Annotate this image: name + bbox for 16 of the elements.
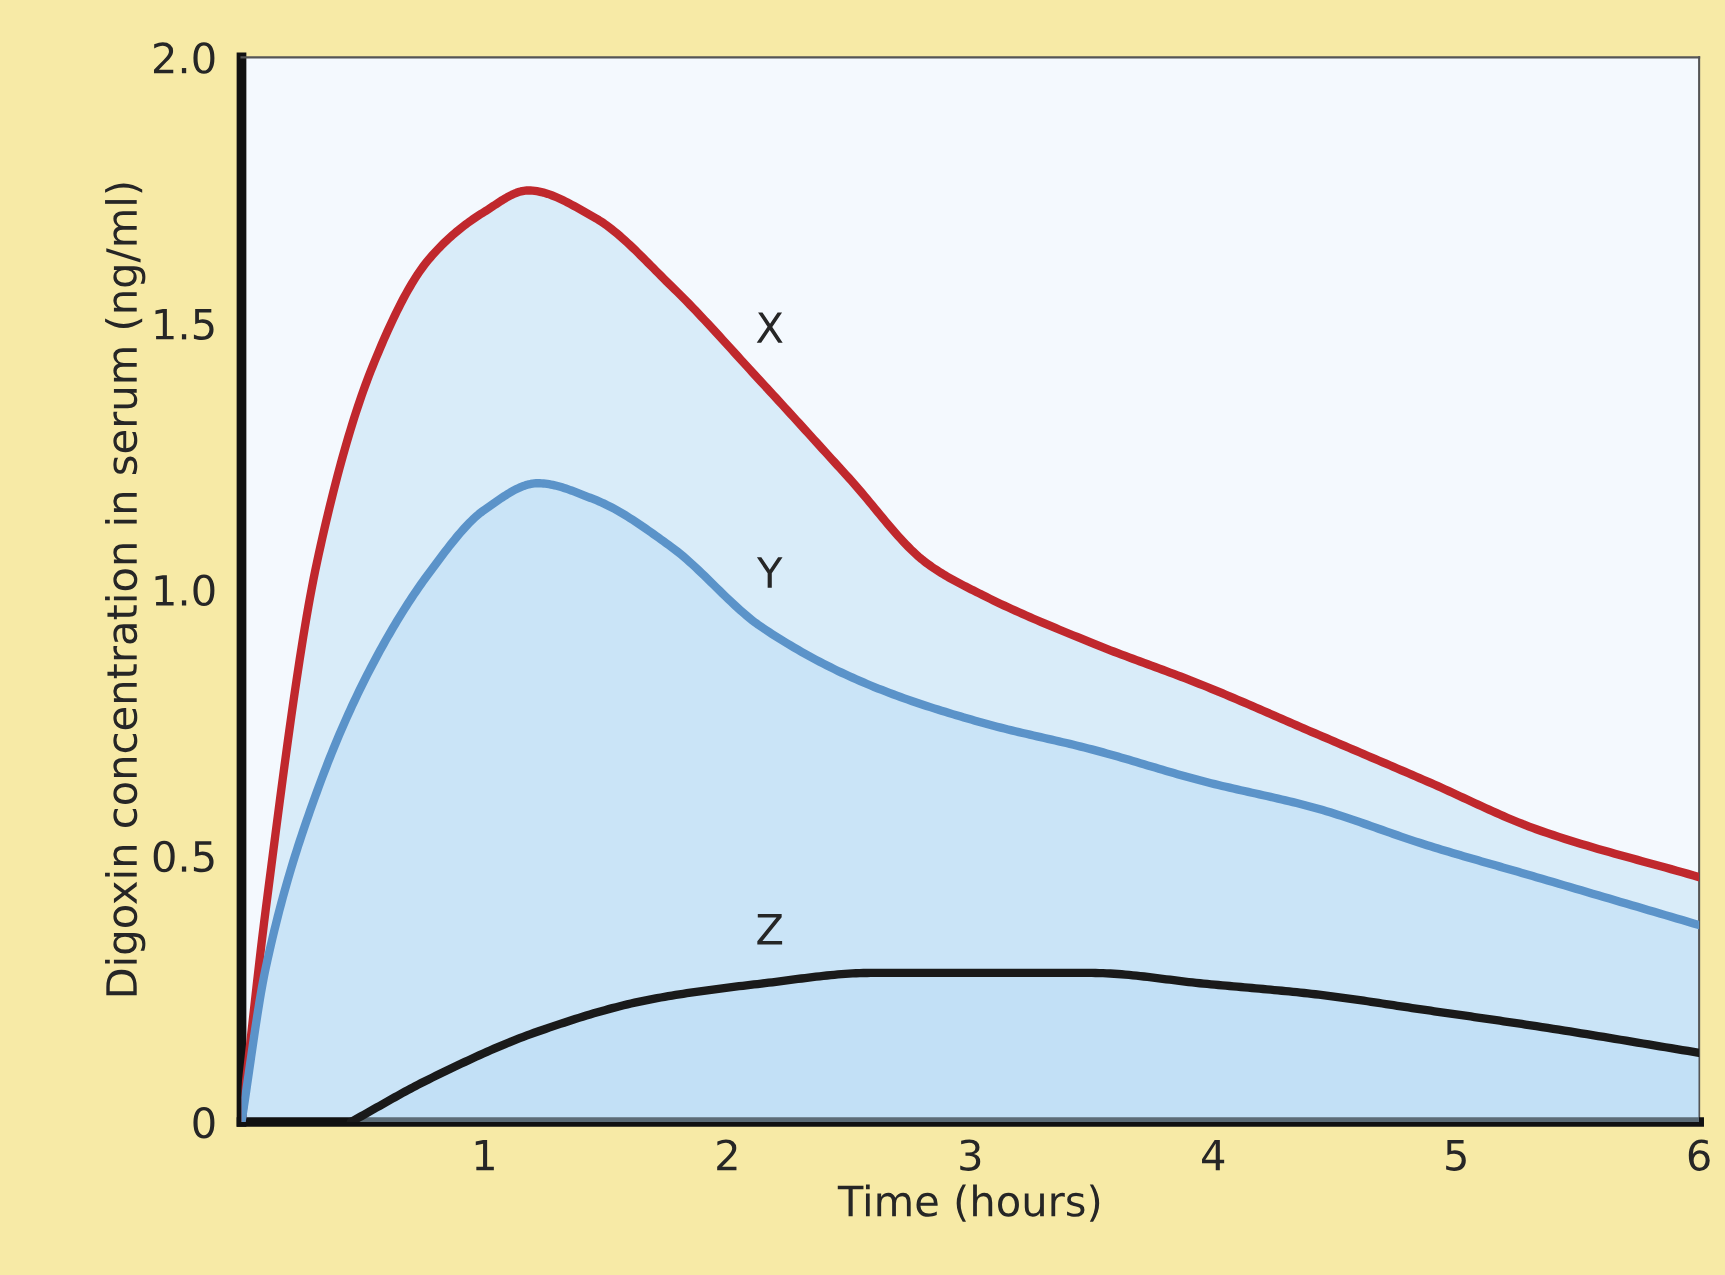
y-tick-label: 1.5 [155, 308, 214, 340]
series-label: Z [757, 914, 783, 945]
y-tick-label: 0.5 [153, 840, 214, 873]
x-tick-label: 5 [1446, 1139, 1466, 1171]
y-axis-title: Digoxin concentration in serum (ng/ml) [105, 183, 146, 996]
y-tick-label: 2.0 [153, 42, 215, 74]
series-label: X [756, 312, 783, 343]
x-tick-label: 2 [717, 1139, 737, 1171]
y-tick-label: 0 [193, 1106, 215, 1139]
x-tick-label: 4 [1202, 1139, 1225, 1171]
y-tick-label: 1.0 [155, 574, 215, 607]
x-tick-label: 1 [475, 1139, 494, 1171]
x-axis-title: Time (hours) [837, 1184, 1100, 1222]
x-tick-label: 3 [960, 1139, 981, 1171]
x-tick-label: 6 [1688, 1139, 1710, 1171]
series-label: Y [756, 557, 783, 588]
